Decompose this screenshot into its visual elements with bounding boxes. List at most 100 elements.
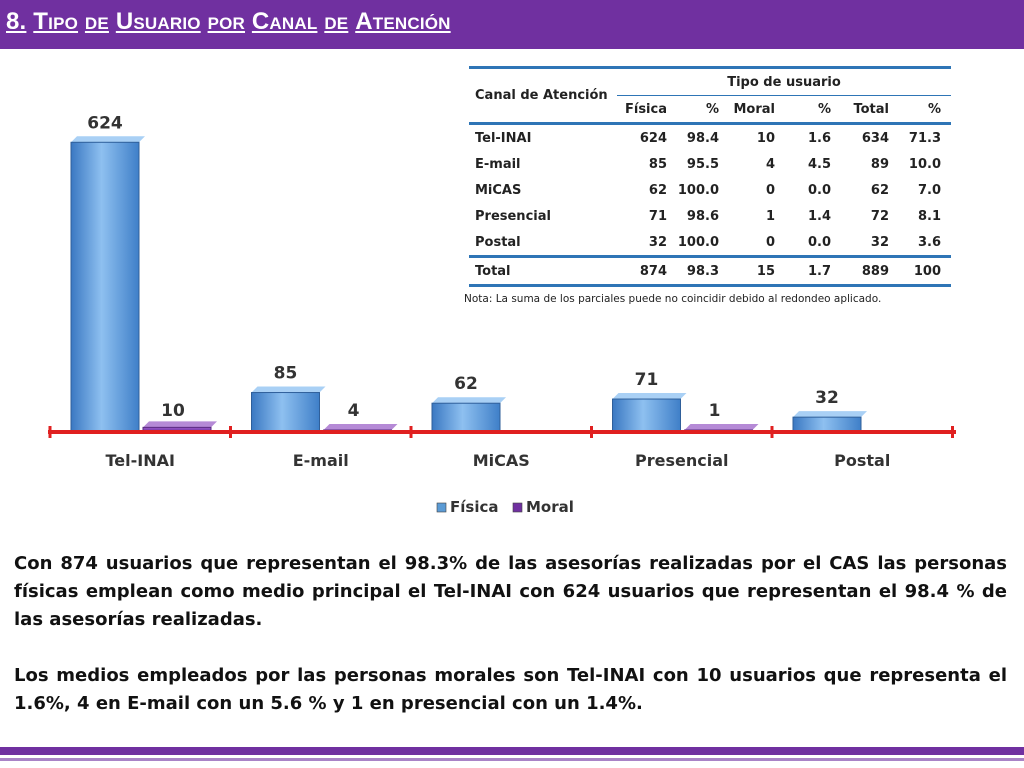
table-cell: 62 — [841, 177, 899, 203]
title-word: Tipo — [33, 8, 78, 35]
table-cell: 0.0 — [785, 177, 841, 203]
data-table: Canal de Atención Tipo de usuario Física… — [469, 66, 951, 287]
table-cell: 72 — [841, 203, 899, 229]
table-column-header: Física — [617, 96, 677, 124]
category-label: Presencial — [635, 451, 728, 470]
table-cell: 32 — [841, 229, 899, 257]
data-label: 4 — [348, 401, 360, 421]
table-row-label: Total — [469, 257, 617, 286]
table-cell: 0 — [729, 177, 785, 203]
table-cell: 62 — [617, 177, 677, 203]
table-column-header: % — [899, 96, 951, 124]
legend-label: Moral — [526, 498, 574, 516]
title-bar: 8. Tipo de Usuario por Canal de Atención — [0, 0, 1024, 49]
table-cell: 874 — [617, 257, 677, 286]
table-cell: 32 — [617, 229, 677, 257]
table-cell: 1.6 — [785, 124, 841, 152]
category-label: Postal — [834, 451, 890, 470]
table-row: MiCAS 62 100.0 0 0.0 62 7.0 — [469, 177, 951, 203]
table-cell: 98.3 — [677, 257, 729, 286]
bar-top — [252, 387, 326, 393]
table-cell: 634 — [841, 124, 899, 152]
bar-fisica — [432, 403, 500, 432]
data-label: 85 — [274, 364, 298, 384]
table-cell: 1 — [729, 203, 785, 229]
table-cell: 100.0 — [677, 177, 729, 203]
table-row: Postal 32 100.0 0 0.0 32 3.6 — [469, 229, 951, 257]
table-row: E-mail 85 95.5 4 4.5 89 10.0 — [469, 151, 951, 177]
title-word: de — [85, 8, 109, 35]
title-word: Usuario — [116, 8, 201, 35]
category-label: E-mail — [293, 451, 349, 470]
table-cell: 15 — [729, 257, 785, 286]
table-column-header: % — [677, 96, 729, 124]
table-cell: 98.4 — [677, 124, 729, 152]
data-label: 32 — [815, 388, 839, 408]
data-label: 10 — [161, 401, 185, 421]
table-row-label: E-mail — [469, 151, 617, 177]
table-cell: 0 — [729, 229, 785, 257]
bar-top — [143, 421, 217, 427]
table-cell: 85 — [617, 151, 677, 177]
table-column-header: Total — [841, 96, 899, 124]
table-cell: 4 — [729, 151, 785, 177]
title-word: Atención — [355, 8, 450, 35]
table-cell: 89 — [841, 151, 899, 177]
data-label: 1 — [709, 401, 721, 421]
bar-fisica — [613, 399, 681, 432]
table-row: Presencial 71 98.6 1 1.4 72 8.1 — [469, 203, 951, 229]
legend-swatch-moral — [513, 503, 522, 512]
table-cell: 7.0 — [899, 177, 951, 203]
table-row-label: MiCAS — [469, 177, 617, 203]
data-label: 62 — [454, 374, 478, 394]
table-cell: 71 — [617, 203, 677, 229]
table-cell: 1.7 — [785, 257, 841, 286]
paragraph-1: Con 874 usuarios que representan el 98.3… — [14, 550, 1007, 634]
table-column-header: Moral — [729, 96, 785, 124]
table-body: Tel-INAI 624 98.4 10 1.6 634 71.3 E-mail 85 95.5 4… — [469, 124, 951, 286]
table-cell: 100 — [899, 257, 951, 286]
table-cell: 100.0 — [677, 229, 729, 257]
category-label: Tel-INAI — [106, 451, 175, 470]
table-cell: 10 — [729, 124, 785, 152]
data-label: 71 — [635, 370, 659, 390]
table-cell: 4.5 — [785, 151, 841, 177]
data-label: 624 — [87, 113, 123, 133]
table-cell: 8.1 — [899, 203, 951, 229]
table-cell: 889 — [841, 257, 899, 286]
bar-top — [613, 393, 687, 399]
paragraph-2: Los medios empleados por las personas mo… — [14, 662, 1007, 718]
title-number: 8. — [6, 8, 26, 35]
title-word: por — [208, 8, 245, 35]
bottom-accent-bar — [0, 747, 1024, 755]
table-cell: 71.3 — [899, 124, 951, 152]
bar-fisica — [793, 417, 861, 432]
table-row-label: Tel-INAI — [469, 124, 617, 152]
table-cell: 624 — [617, 124, 677, 152]
table-cell: 98.6 — [677, 203, 729, 229]
table-cell: 0.0 — [785, 229, 841, 257]
title-word: Canal — [252, 8, 318, 35]
bar-fisica — [252, 393, 320, 432]
category-label: MiCAS — [473, 451, 530, 470]
table-header-row: Canal de Atención Tipo de usuario — [469, 68, 951, 96]
table-corner-header: Canal de Atención — [469, 68, 617, 124]
table-note: Nota: La suma de los parciales puede no … — [464, 293, 881, 305]
bottom-accent-line — [0, 758, 1024, 761]
table-cell: 10.0 — [899, 151, 951, 177]
table-cell: 3.6 — [899, 229, 951, 257]
bar-top — [432, 397, 506, 403]
table-cell: 95.5 — [677, 151, 729, 177]
legend-swatch-fisica — [437, 503, 446, 512]
body-text: Con 874 usuarios que representan el 98.3… — [14, 550, 1007, 746]
legend-label: Física — [450, 498, 498, 516]
table-total-row: Total 874 98.3 15 1.7 889 100 — [469, 257, 951, 286]
table-row: Tel-INAI 624 98.4 10 1.6 634 71.3 — [469, 124, 951, 152]
slide-title: 8. Tipo de Usuario por Canal de Atención — [6, 8, 451, 36]
bar-top — [324, 424, 398, 430]
bar-top — [71, 136, 145, 142]
table-group-header: Tipo de usuario — [617, 68, 951, 96]
title-word: de — [324, 8, 348, 35]
bar-top — [793, 411, 867, 417]
table-cell: 1.4 — [785, 203, 841, 229]
